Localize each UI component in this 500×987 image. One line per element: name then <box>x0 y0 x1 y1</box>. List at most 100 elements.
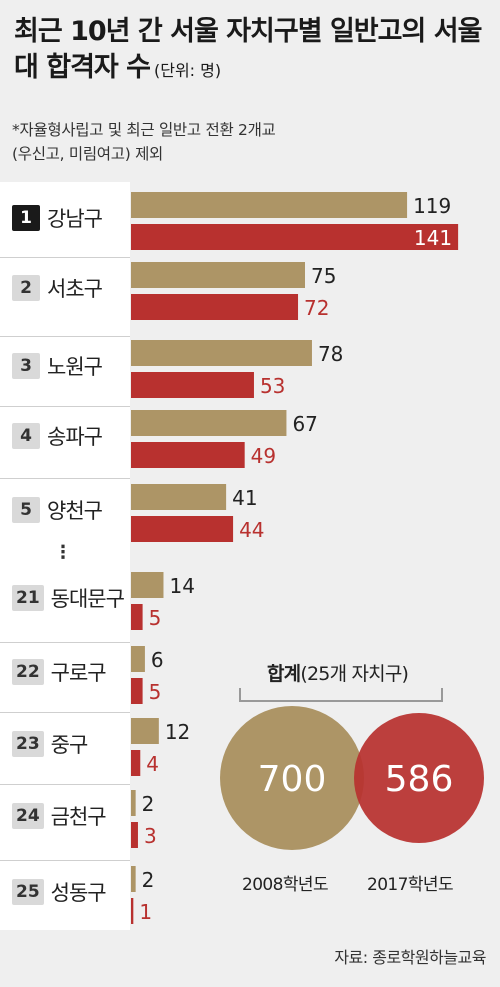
rank-badge: 25 <box>12 879 44 905</box>
total-value-2017: 586 <box>385 759 454 800</box>
district-row-label: 22 구로구 <box>12 657 107 687</box>
value-label-2017: 44 <box>239 518 264 542</box>
title-text: 최근 10년 간 서울 자치구별 일반고의 서울대 합격자 수 <box>14 16 482 83</box>
district-row-label: 2 서초구 <box>12 273 103 303</box>
footnote: *자율형사립고 및 최근 일반고 전환 2개교 (우신고, 미림여고) 제외 <box>12 118 492 166</box>
district-name: 강남구 <box>47 207 103 231</box>
rank-badge: 1 <box>12 205 40 231</box>
district-name: 노원구 <box>47 355 103 379</box>
district-name: 서초구 <box>47 277 103 301</box>
row-divider <box>0 478 130 479</box>
district-name: 양천구 <box>47 499 103 523</box>
value-label-2008: 14 <box>169 574 194 598</box>
row-divider <box>0 257 130 258</box>
value-label-2008: 41 <box>232 486 257 510</box>
value-label-2017: 1 <box>139 900 152 924</box>
bar-2017 <box>131 294 299 320</box>
bar-2008 <box>131 572 164 598</box>
value-label-2017: 5 <box>149 606 162 630</box>
bar-2008 <box>131 718 159 744</box>
circle-2017 <box>354 713 484 843</box>
district-row-label: 5 양천구 <box>12 495 103 525</box>
bar-2017 <box>131 822 138 848</box>
totals-label-2008: 2008학년도 <box>242 875 329 895</box>
district-row-label: 3 노원구 <box>12 351 103 381</box>
unit-label: (단위: 명) <box>154 61 222 80</box>
footnote-line-1: *자율형사립고 및 최근 일반고 전환 2개교 <box>12 121 276 139</box>
totals-bracket-line <box>251 700 429 702</box>
footnote-line-2: (우신고, 미림여고) 제외 <box>12 145 164 163</box>
bar-2017 <box>131 898 134 924</box>
totals-title-rest: (25개 자치구) <box>300 663 409 685</box>
value-label-2017: 49 <box>251 444 276 468</box>
value-label-2008: 75 <box>311 264 336 288</box>
value-label-2008: 119 <box>413 194 451 218</box>
totals-bracket-left <box>239 688 253 702</box>
value-label-2008: 2 <box>142 792 155 816</box>
rank-badge: 23 <box>12 731 44 757</box>
district-row-label: 4 송파구 <box>12 421 103 451</box>
bar-2017 <box>131 516 234 542</box>
total-value-2008: 700 <box>258 759 327 800</box>
rank-badge: 2 <box>12 275 40 301</box>
district-row-label: 24 금천구 <box>12 801 107 831</box>
value-label-2008: 2 <box>142 868 155 892</box>
row-divider <box>0 860 130 861</box>
row-divider <box>0 336 130 337</box>
district-name: 중구 <box>50 733 89 757</box>
bar-2008 <box>131 262 305 288</box>
district-name: 동대문구 <box>50 587 125 611</box>
totals-bracket-right <box>429 688 443 702</box>
district-row-label: 23 중구 <box>12 729 89 759</box>
row-divider <box>0 642 130 643</box>
rank-badge: 21 <box>12 585 44 611</box>
bar-2008 <box>131 866 136 892</box>
value-label-2017: 53 <box>260 374 285 398</box>
district-row-label: 1 강남구 <box>12 203 103 233</box>
district-name: 금천구 <box>50 805 107 829</box>
value-label-2017: 72 <box>304 296 329 320</box>
district-row-label: 21 동대문구 <box>12 583 125 613</box>
row-divider <box>0 712 130 713</box>
district-name: 송파구 <box>47 425 103 449</box>
value-label-2017: 141 <box>414 226 452 250</box>
rank-badge: 4 <box>12 423 40 449</box>
bar-2017 <box>131 604 143 630</box>
district-name: 구로구 <box>50 661 107 685</box>
bar-2008 <box>131 790 136 816</box>
value-label-2008: 67 <box>292 412 317 436</box>
value-label-2008: 6 <box>151 648 164 672</box>
page-title: 최근 10년 간 서울 자치구별 일반고의 서울대 합격자 수 (단위: 명) <box>14 14 494 89</box>
bar-2008 <box>131 340 312 366</box>
value-label-2008: 78 <box>318 342 343 366</box>
circle-2008 <box>220 706 364 850</box>
bar-2017 <box>131 224 459 250</box>
bar-2017 <box>131 678 143 704</box>
value-label-2017: 4 <box>146 752 159 776</box>
rank-badge: 22 <box>12 659 44 685</box>
bar-2008 <box>131 192 408 218</box>
row-divider <box>0 784 130 785</box>
rank-badge: 24 <box>12 803 44 829</box>
row-divider <box>0 406 130 407</box>
rank-badge: 5 <box>12 497 40 523</box>
district-row-label: 25 성동구 <box>12 877 107 907</box>
bar-2008 <box>131 410 287 436</box>
totals-title: 합계(25개 자치구) <box>267 659 409 686</box>
value-label-2017: 3 <box>144 824 157 848</box>
source-credit: 자료: 종로학원하늘교육 <box>334 948 486 967</box>
bar-2017 <box>131 750 141 776</box>
omitted-rows-ellipsis: ⋮ <box>54 542 72 563</box>
bar-2008 <box>131 646 145 672</box>
bar-2008 <box>131 484 227 510</box>
district-name: 성동구 <box>50 881 107 905</box>
bar-2017 <box>131 442 245 468</box>
totals-label-2017: 2017학년도 <box>367 875 454 895</box>
value-label-2008: 12 <box>165 720 190 744</box>
bar-2017 <box>131 372 254 398</box>
rank-badge: 3 <box>12 353 40 379</box>
totals-title-bold: 합계 <box>267 663 301 685</box>
value-label-2017: 5 <box>149 680 162 704</box>
